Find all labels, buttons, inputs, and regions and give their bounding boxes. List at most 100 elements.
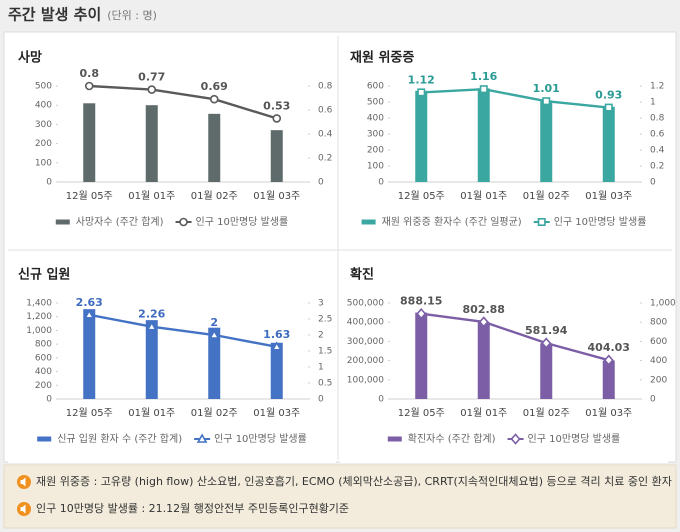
- data-label: 404.03: [588, 341, 630, 354]
- chart-title: 확진: [350, 267, 374, 283]
- line-marker: [208, 329, 220, 339]
- note: 인구 10만명당 발생률 : 21.12월 행정안전부 주민등록인구현황기준: [36, 502, 349, 515]
- bar: [540, 343, 553, 399]
- y-tick-label: 400: [367, 114, 384, 124]
- y-tick-label: 400,000: [347, 318, 384, 328]
- y-tick-label: 0: [46, 395, 52, 405]
- y-tick-label: 600: [367, 82, 384, 92]
- line-marker: [541, 337, 552, 349]
- y2-tick-label: 0.6: [650, 130, 665, 140]
- x-tick-label: 01월 02주: [523, 407, 570, 419]
- y-tick-label: 1,200: [26, 312, 52, 322]
- x-tick-label: 12월 05주: [398, 407, 445, 419]
- y-tick-label: 100: [35, 158, 52, 168]
- line-marker: [179, 217, 188, 227]
- line-marker: [272, 114, 282, 123]
- y-tick-label: 0: [378, 395, 384, 405]
- data-label: 0.77: [138, 71, 165, 84]
- y-tick-label: 200: [35, 381, 52, 391]
- panel-bg: [340, 253, 668, 463]
- line-marker: [478, 316, 489, 328]
- data-label: 581.94: [525, 324, 568, 337]
- y2-tick-label: 400: [650, 356, 667, 366]
- bar: [208, 327, 221, 399]
- y2-tick-label: 1,000: [650, 299, 676, 309]
- y2-tick-label: 0.8: [318, 82, 333, 92]
- y-tick-label: 600: [35, 353, 52, 363]
- data-label: 1.63: [263, 328, 290, 341]
- legend-label: 재원 위중증 환자수 (주간 일평균): [382, 215, 522, 228]
- y-tick-label: 100: [367, 162, 384, 172]
- data-label: 0.8: [80, 67, 100, 80]
- legend-swatch: [361, 219, 376, 225]
- bar: [145, 105, 158, 182]
- y2-tick-label: 1: [318, 363, 324, 373]
- x-tick-label: 01월 02주: [191, 407, 238, 419]
- y2-tick-label: 0.4: [650, 146, 665, 156]
- y2-tick-label: 0.2: [650, 162, 664, 172]
- page-title: 주간 발생 추이: [8, 6, 101, 24]
- y2-tick-label: 1.5: [318, 347, 332, 357]
- line-marker: [603, 354, 614, 366]
- legend-swatch: [37, 436, 52, 442]
- y2-tick-label: 800: [650, 318, 667, 328]
- x-tick-label: 01월 02주: [523, 190, 570, 202]
- bar: [477, 322, 490, 399]
- line: [421, 87, 609, 109]
- bar: [208, 113, 221, 182]
- data-label: 0.69: [201, 80, 228, 93]
- line-marker: [479, 85, 488, 94]
- data-label: 1.01: [533, 82, 560, 95]
- x-tick-label: 01월 03주: [585, 407, 632, 419]
- y2-tick-label: 0.2: [318, 154, 332, 164]
- legend-label: 인구 10만명당 발생률: [196, 216, 289, 228]
- y2-tick-label: 0: [318, 395, 324, 405]
- data-label: 0.53: [263, 99, 290, 112]
- y-tick-label: 0: [378, 178, 384, 188]
- line: [89, 84, 278, 120]
- chart-title: 신규 입원: [18, 268, 70, 283]
- line-marker: [510, 433, 521, 445]
- notes-box: [3, 464, 677, 529]
- x-tick-label: 01월 01주: [460, 407, 507, 419]
- panel-bg: [340, 36, 668, 246]
- legend-swatch: [387, 436, 402, 442]
- line-marker: [147, 85, 157, 94]
- y2-tick-label: 1: [650, 98, 656, 108]
- chart-panel: 재원 위중증 0 100 200 300 400 500 600 0 0.2 0.4 0.6 0.8 1 1…: [340, 36, 668, 246]
- y-tick-label: 300: [35, 120, 52, 130]
- chart-title: 사망: [18, 50, 42, 66]
- legend-label: 인구 10만명당 발생률: [214, 433, 307, 445]
- y-tick-label: 0: [46, 178, 52, 188]
- note-icon: [17, 502, 31, 516]
- y-tick-label: 500: [35, 82, 52, 92]
- note-icon: [17, 475, 31, 489]
- data-label: 1.12: [408, 73, 435, 86]
- legend: 확진자수 (주간 합계) 인구 10만명당 발생률: [387, 433, 620, 445]
- legend: 재원 위중증 환자수 (주간 일평균) 인구 10만명당 발생률: [361, 215, 646, 228]
- legend-swatch: [55, 219, 70, 225]
- bar: [602, 360, 615, 399]
- y-tick-label: 100,000: [347, 375, 384, 385]
- y2-tick-label: 0: [650, 395, 656, 405]
- x-tick-label: 01월 03주: [585, 190, 632, 202]
- data-label: 2: [210, 316, 218, 329]
- y-tick-label: 300: [367, 130, 384, 140]
- line-marker: [209, 94, 219, 104]
- x-tick-label: 01월 01주: [128, 190, 175, 202]
- y2-tick-label: 0: [650, 178, 656, 188]
- legend: 사망자수 (주간 합계) 인구 10만명당 발생률: [55, 216, 289, 228]
- y2-tick-label: 0.6: [318, 106, 333, 116]
- line-marker: [537, 218, 546, 227]
- x-tick-label: 12월 05주: [66, 407, 113, 419]
- y-tick-label: 500,000: [347, 299, 384, 309]
- panel-bg: [8, 36, 336, 246]
- unit-label: (단위 : 명): [107, 9, 157, 22]
- data-label: 1.16: [470, 70, 497, 83]
- bar: [83, 309, 96, 399]
- chart-title: 재원 위중증: [350, 51, 414, 66]
- bar: [83, 103, 96, 182]
- y2-tick-label: 2: [318, 331, 324, 341]
- data-label: 2.26: [138, 308, 165, 321]
- y2-tick-label: 600: [650, 337, 667, 347]
